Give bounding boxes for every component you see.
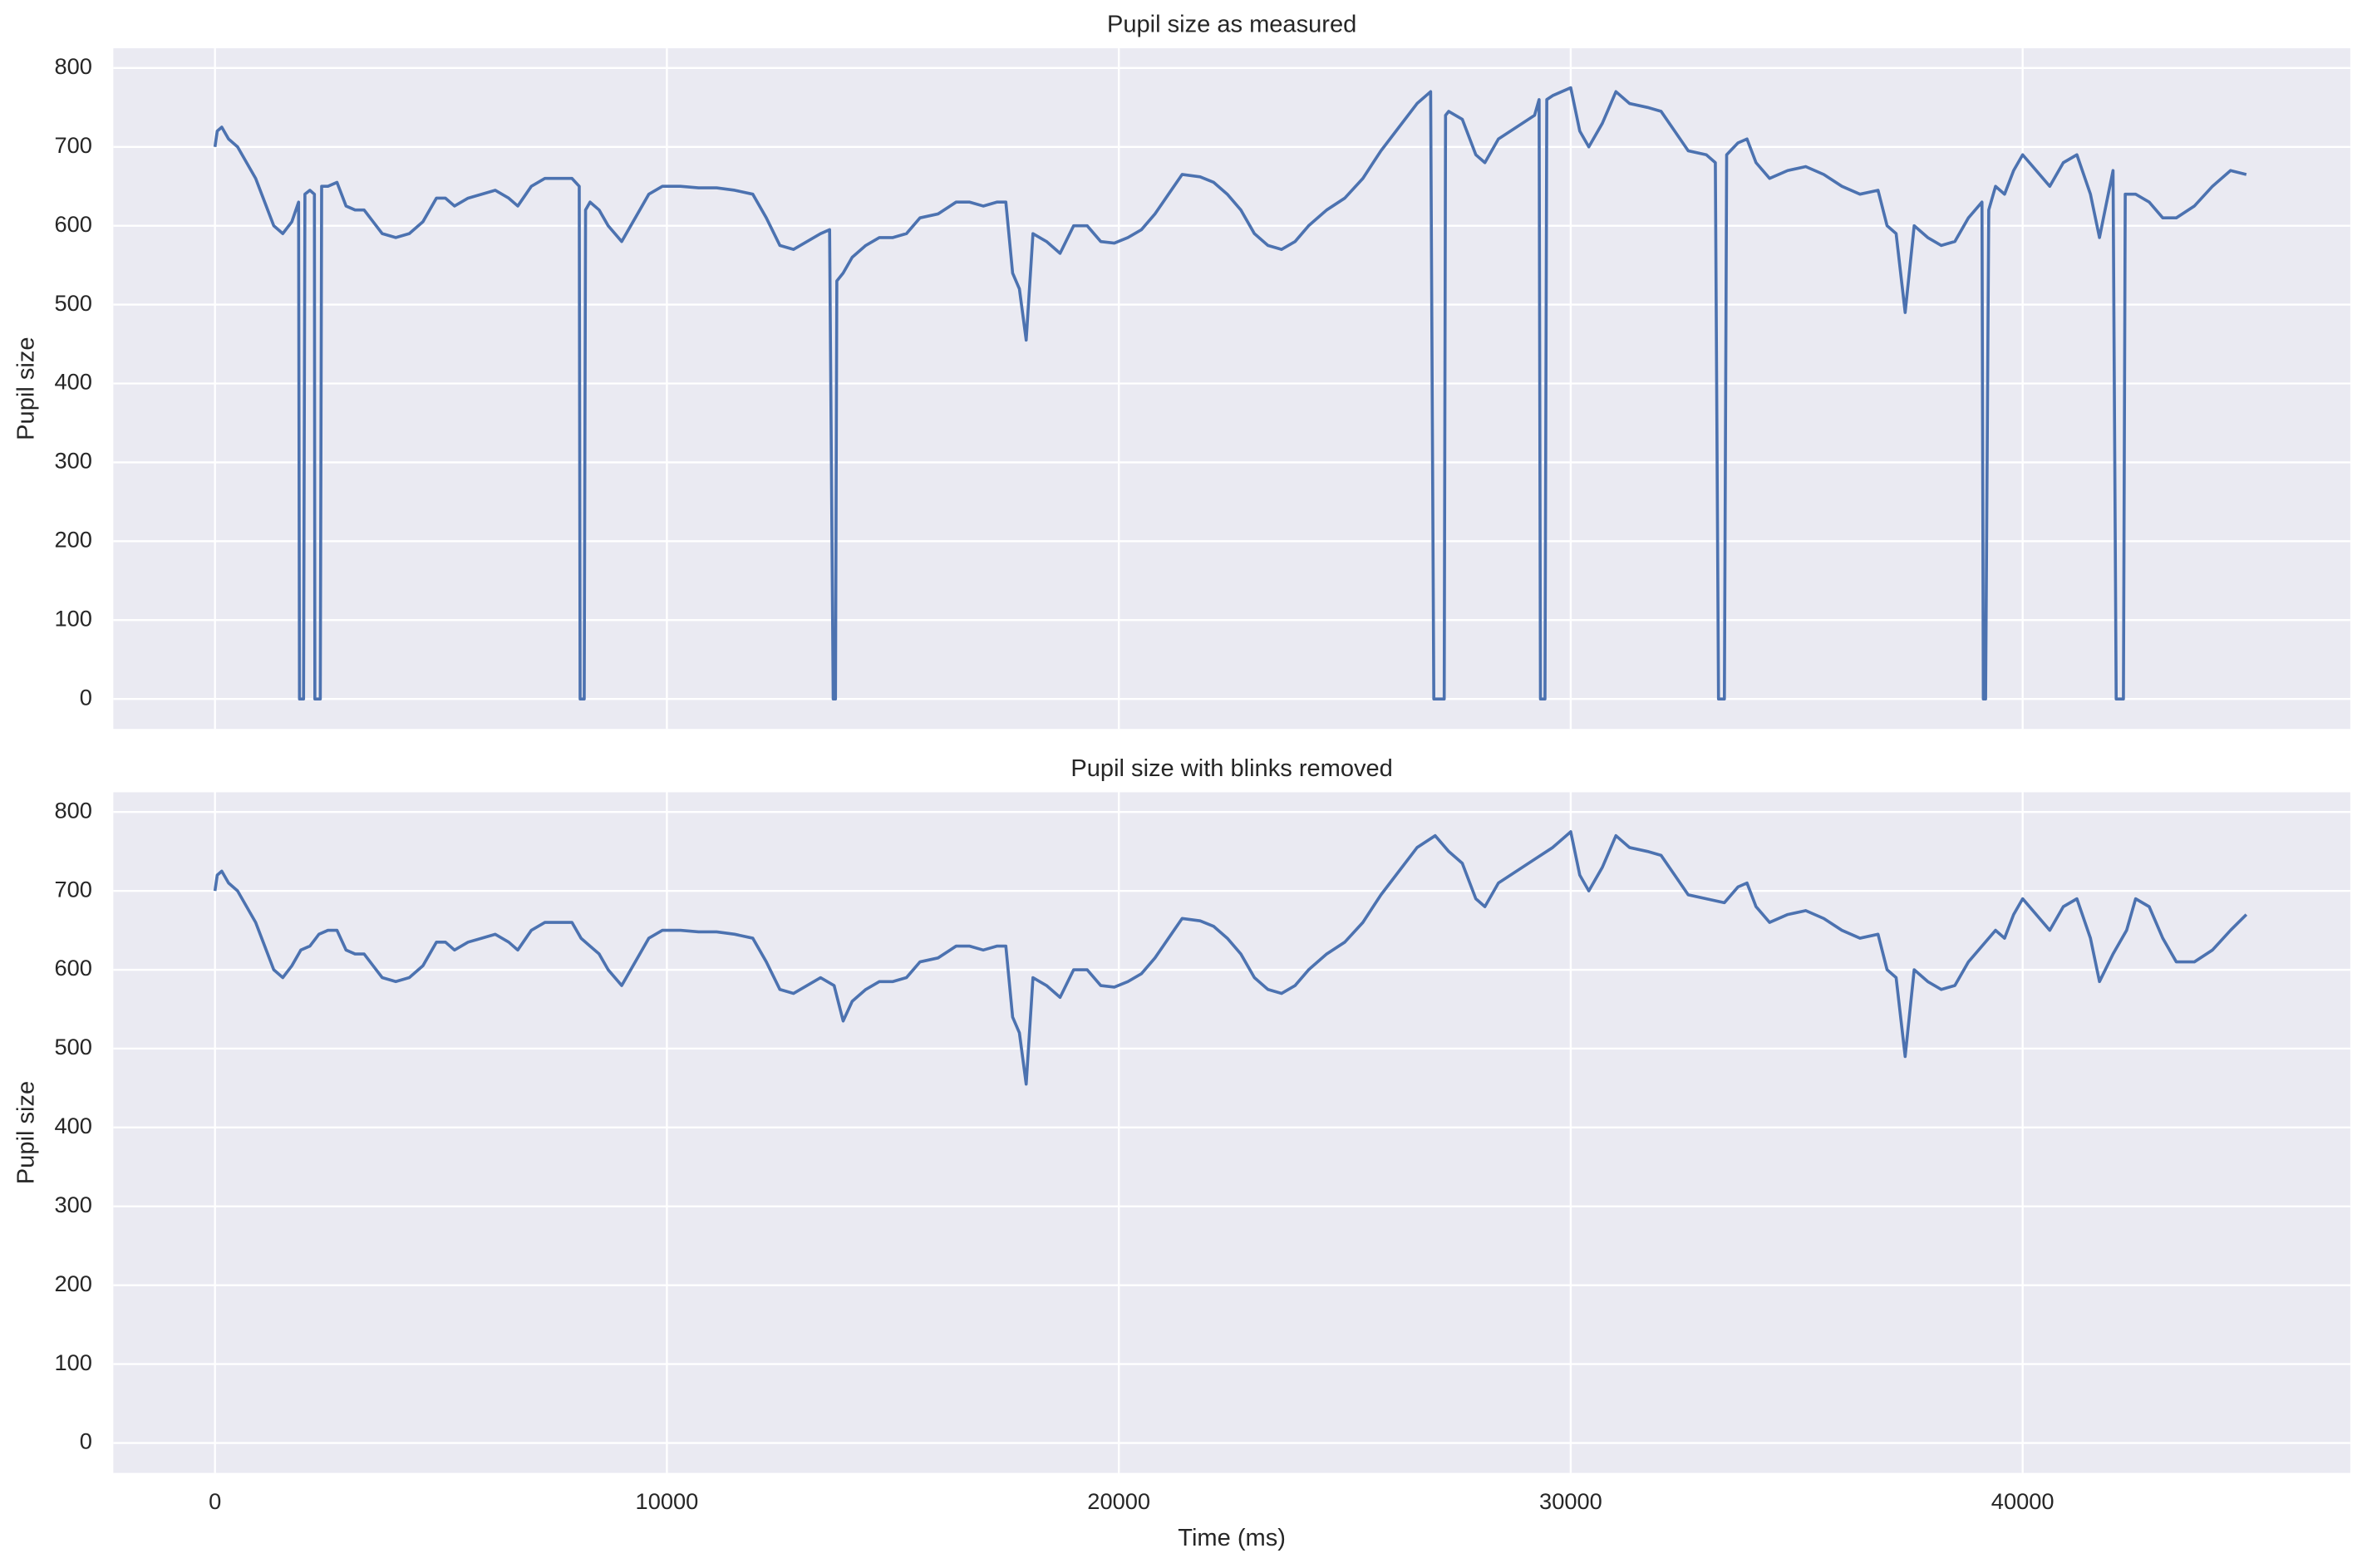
y-tick-label: 700 [54, 876, 91, 902]
y-tick-label: 800 [54, 53, 91, 79]
y-tick-label: 500 [54, 290, 91, 316]
y-tick-label: 800 [54, 797, 91, 823]
plot-area [113, 48, 2350, 730]
x-tick-label: 20000 [1087, 1488, 1150, 1514]
data-line [213, 830, 2248, 1086]
y-tick-label: 400 [54, 369, 91, 395]
x-tick-label: 0 [209, 1488, 221, 1514]
y-tick-label: 200 [54, 1271, 91, 1296]
subplot: 0 100 200 300 400 500 600 700 800 Pupil size as m… [12, 12, 2350, 730]
y-tick-label: 100 [54, 605, 91, 631]
y-tick-label: 300 [54, 1192, 91, 1217]
x-axis-label: Time (ms) [1178, 1525, 1286, 1551]
y-tick-label: 600 [54, 955, 91, 981]
plot-area [113, 792, 2350, 1473]
x-tick-label: 30000 [1539, 1488, 1602, 1514]
y-axis-label: Pupil size [12, 1081, 39, 1184]
x-tick-label: 10000 [636, 1488, 699, 1514]
x-tick-label: 40000 [1991, 1488, 2055, 1514]
chart-title: Pupil size with blinks removed [1070, 755, 1392, 782]
y-tick-label: 0 [80, 1428, 92, 1454]
y-tick-label: 300 [54, 448, 91, 474]
y-tick-label: 500 [54, 1034, 91, 1059]
data-line [213, 86, 2247, 700]
y-tick-label: 200 [54, 527, 91, 553]
y-tick-label: 600 [54, 211, 91, 237]
chart-title: Pupil size as measured [1107, 12, 1356, 38]
y-tick-label: 100 [54, 1349, 91, 1375]
y-tick-label: 700 [54, 132, 91, 158]
y-axis-label: Pupil size [12, 337, 39, 440]
subplot: 0 100 200 300 400 500 600 700 800 0 10000 20000 3000… [12, 755, 2350, 1551]
y-tick-label: 400 [54, 1113, 91, 1138]
y-tick-label: 0 [80, 684, 92, 710]
